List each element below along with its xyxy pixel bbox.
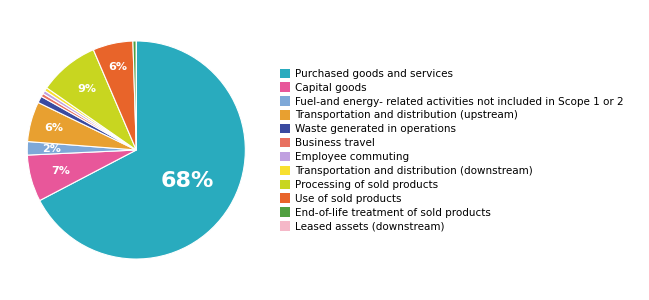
- Wedge shape: [45, 88, 136, 150]
- Legend: Purchased goods and services, Capital goods, Fuel-and energy- related activities: Purchased goods and services, Capital go…: [278, 67, 626, 233]
- Wedge shape: [27, 142, 136, 155]
- Text: 6%: 6%: [108, 62, 127, 72]
- Wedge shape: [93, 41, 136, 150]
- Wedge shape: [133, 41, 136, 150]
- Wedge shape: [38, 97, 136, 150]
- Text: 2%: 2%: [42, 144, 61, 154]
- Text: 9%: 9%: [77, 84, 96, 94]
- Text: 68%: 68%: [161, 171, 214, 191]
- Wedge shape: [28, 103, 136, 150]
- Text: 6%: 6%: [45, 123, 64, 133]
- Wedge shape: [47, 50, 136, 150]
- Wedge shape: [40, 41, 245, 259]
- Wedge shape: [43, 91, 136, 150]
- Wedge shape: [42, 94, 136, 150]
- Wedge shape: [27, 150, 136, 201]
- Text: 7%: 7%: [51, 166, 70, 176]
